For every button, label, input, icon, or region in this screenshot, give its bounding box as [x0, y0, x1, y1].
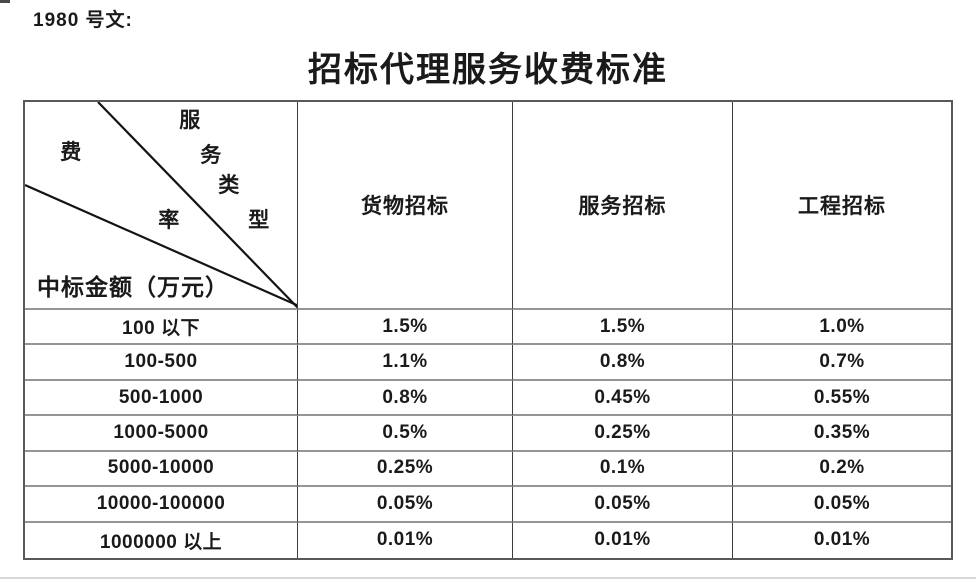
fee-value: 0.45% — [513, 380, 733, 417]
corner-label-service-type-char: 型 — [248, 208, 270, 232]
fee-value: 0.1% — [513, 451, 733, 488]
fee-value: 1.1% — [298, 345, 513, 381]
scan-artifact — [0, 0, 10, 3]
diagonal-lines — [25, 102, 297, 308]
fee-value: 0.8% — [513, 345, 733, 381]
diagonal-header-cell: 服 费 务 类 率 型 中标金额（万元） — [25, 102, 298, 310]
row-label: 1000000 以上 — [25, 522, 298, 558]
fee-value: 1.5% — [513, 310, 733, 346]
fee-value: 0.05% — [513, 487, 733, 523]
fee-standard-table: 服 费 务 类 率 型 中标金额（万元） 货物招标 服务招标 工程招标 100 … — [23, 100, 953, 560]
fee-value: 0.25% — [298, 451, 513, 488]
document-number-label: 1980 号文: — [33, 10, 133, 31]
fee-value: 0.5% — [298, 416, 513, 452]
fee-value: 0.55% — [733, 381, 951, 417]
page-title: 招标代理服务收费标准 — [308, 52, 668, 89]
fee-value: 0.35% — [733, 416, 951, 452]
fee-value: 1.0% — [733, 310, 951, 346]
row-label: 1000-5000 — [25, 416, 298, 452]
fee-value: 0.2% — [733, 452, 951, 488]
fee-value: 0.01% — [513, 522, 733, 558]
column-header-service: 服务招标 — [513, 102, 733, 310]
fee-value: 0.05% — [733, 487, 951, 523]
row-label: 100-500 — [25, 345, 298, 381]
column-header-engineering: 工程招标 — [733, 102, 951, 310]
corner-label-service-type-char: 务 — [200, 143, 222, 167]
fee-value: 0.25% — [513, 416, 733, 452]
row-label: 5000-10000 — [25, 451, 298, 488]
row-label: 10000-100000 — [25, 487, 298, 523]
column-header-goods: 货物招标 — [298, 102, 513, 310]
fee-value: 1.5% — [298, 310, 513, 346]
fee-value: 0.7% — [733, 345, 951, 381]
row-axis-label: 中标金额（万元） — [37, 275, 229, 300]
corner-label-rate-char: 率 — [158, 208, 180, 232]
fee-value: 0.8% — [298, 380, 513, 417]
fee-value: 0.01% — [298, 522, 513, 558]
fee-value: 0.05% — [298, 487, 513, 523]
row-label: 100 以下 — [25, 310, 298, 346]
corner-label-fee-char: 费 — [60, 140, 82, 164]
corner-label-service-type-char: 类 — [218, 173, 240, 197]
row-label: 500-1000 — [25, 380, 298, 417]
corner-label-service-type-char: 服 — [179, 108, 201, 132]
page-divider-line — [0, 577, 976, 579]
fee-value: 0.01% — [813, 529, 871, 551]
